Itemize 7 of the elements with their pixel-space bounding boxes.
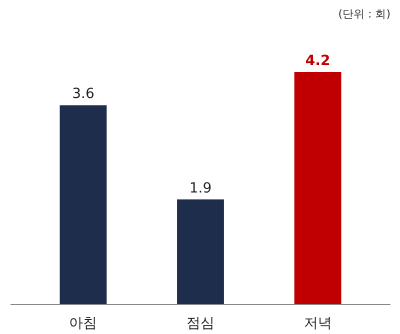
x-tick-label: 아침: [69, 316, 98, 332]
data-label: 3.6: [72, 86, 94, 102]
x-tick-label: 저녁: [304, 316, 332, 332]
data-label: 1.9: [189, 180, 212, 196]
data-label: 4.2: [305, 53, 330, 70]
text: (단위 : 회): [338, 8, 391, 20]
x-tick-label: 점심: [186, 316, 214, 332]
